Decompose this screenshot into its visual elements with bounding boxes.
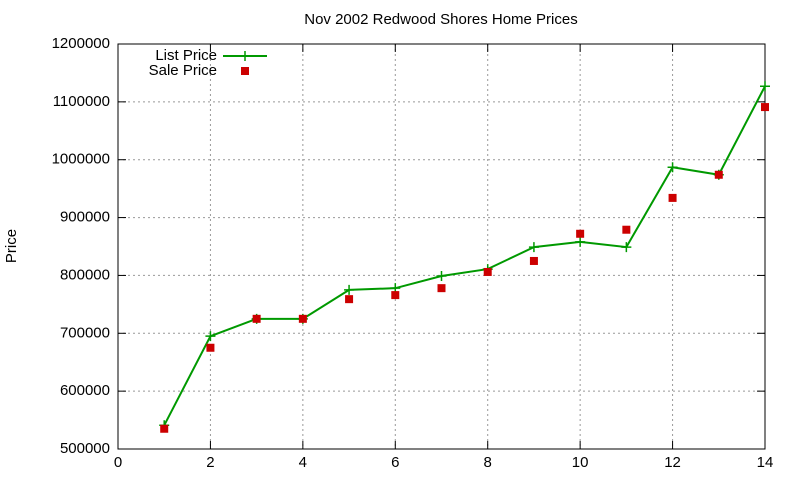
point <box>437 284 446 293</box>
legend-marker <box>240 51 250 61</box>
line <box>163 85 766 426</box>
point <box>760 81 770 92</box>
y-tick-label: 500000 <box>60 440 110 457</box>
chart-title: Nov 2002 Redwood Shores Home Prices <box>304 11 577 28</box>
y-tick-label: 800000 <box>60 266 110 283</box>
point <box>529 256 538 265</box>
y-tick-label: 700000 <box>60 324 110 341</box>
y-axis-label: Price <box>3 229 20 263</box>
point <box>436 271 447 282</box>
legend-marker <box>241 67 249 75</box>
point <box>298 314 307 323</box>
point <box>483 267 492 276</box>
y-tick-label: 1000000 <box>52 151 110 168</box>
point <box>205 331 216 342</box>
point <box>528 242 539 253</box>
point <box>668 193 677 202</box>
x-tick-label: 0 <box>114 454 122 471</box>
point <box>575 236 586 247</box>
x-tick-label: 2 <box>206 454 214 471</box>
legend-label: List Price <box>155 47 217 64</box>
y-tick-label: 900000 <box>60 209 110 226</box>
y-tick-label: 1100000 <box>53 93 110 110</box>
point <box>345 295 354 304</box>
point <box>206 343 215 352</box>
x-tick-label: 10 <box>572 454 589 471</box>
y-tick-label: 1200000 <box>52 35 110 52</box>
point <box>761 103 769 112</box>
point <box>621 242 632 253</box>
x-tick-label: 12 <box>664 454 681 471</box>
x-tick-label: 4 <box>299 454 307 471</box>
point <box>344 284 355 295</box>
y-tick-label: 600000 <box>60 382 110 399</box>
point <box>391 291 400 300</box>
x-tick-label: 8 <box>484 454 492 471</box>
x-tick-label: 14 <box>757 454 774 471</box>
x-tick-label: 6 <box>391 454 399 471</box>
plot-frame <box>117 43 766 450</box>
point <box>622 225 631 234</box>
point <box>667 162 678 173</box>
point <box>576 229 585 238</box>
point <box>252 314 261 323</box>
legend-label: Sale Price <box>149 62 217 79</box>
point <box>160 424 169 433</box>
point <box>714 170 723 179</box>
